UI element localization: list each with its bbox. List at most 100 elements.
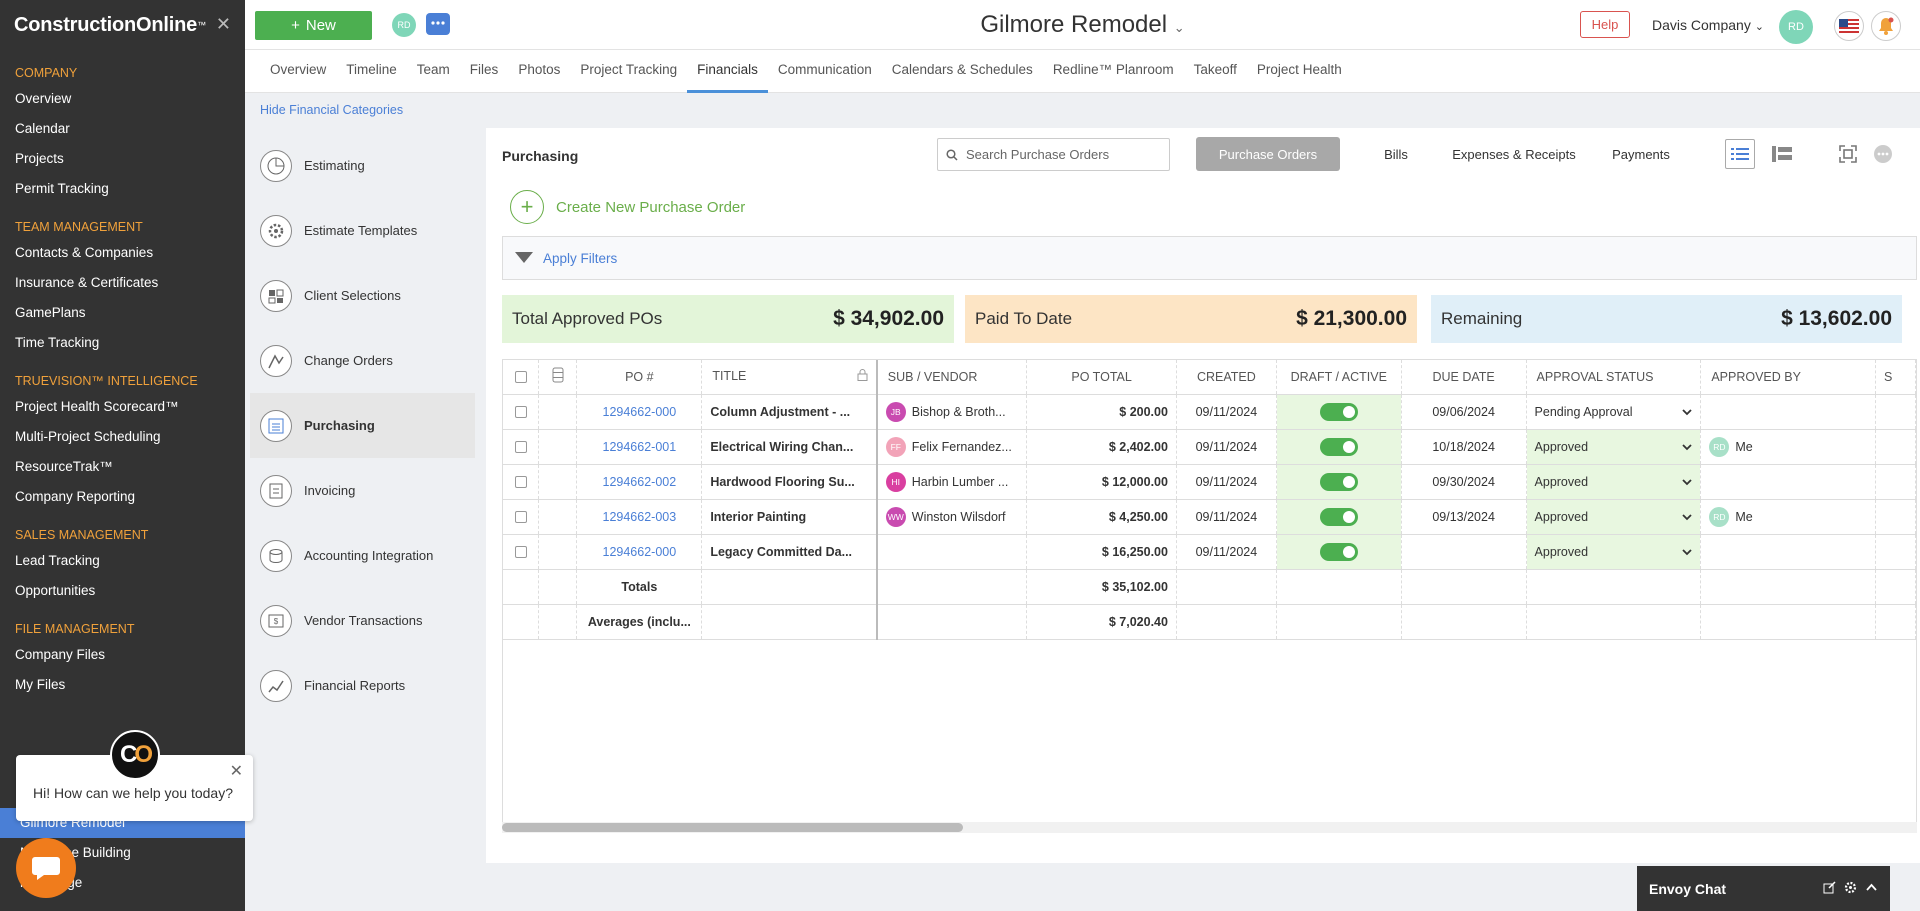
us-flag-icon[interactable] (1834, 11, 1864, 41)
due-date[interactable]: 09/06/2024 (1401, 394, 1527, 430)
vendor-cell[interactable]: WW Winston Wilsdorf (876, 499, 1028, 535)
more-options-icon[interactable] (1871, 137, 1895, 171)
tab-financials[interactable]: Financials (687, 50, 768, 93)
sidebar-item-company-reporting[interactable]: Company Reporting (15, 489, 136, 504)
sidebar-item-gameplans[interactable]: GamePlans (15, 305, 86, 320)
active-toggle[interactable] (1319, 472, 1358, 491)
envoy-chat-bar[interactable]: Envoy Chat (1637, 866, 1890, 911)
category-purchasing[interactable]: Purchasing (250, 393, 475, 458)
tab-project-tracking[interactable]: Project Tracking (580, 62, 678, 77)
card-view-icon[interactable] (1769, 137, 1795, 171)
table-row[interactable]: 1294662-002 Hardwood Flooring Su... HI Harb… (503, 464, 1916, 500)
po-number-link[interactable]: 1294662-000 (576, 534, 703, 570)
company-selector[interactable]: Davis Company ⌄ (1652, 17, 1764, 33)
chevron-up-icon[interactable] (1865, 881, 1878, 897)
brand-logo[interactable]: ConstructionOnline ™ (14, 13, 206, 36)
sidebar-item-company-files[interactable]: Company Files (15, 647, 106, 662)
sidebar-item-time-tracking[interactable]: Time Tracking (15, 335, 100, 350)
purchase-orders-view-button[interactable]: Purchase Orders (1196, 137, 1340, 171)
approval-status-dropdown[interactable]: Approved (1526, 534, 1702, 570)
close-chat-icon[interactable]: ✕ (229, 763, 243, 780)
due-date[interactable] (1401, 534, 1527, 570)
category-estimating[interactable]: Estimating (250, 133, 475, 198)
chevron-down-icon[interactable]: ⌄ (1173, 20, 1185, 35)
tab-takeoff[interactable]: Takeoff (1193, 62, 1237, 77)
po-number-link[interactable]: 1294662-002 (576, 464, 703, 500)
approval-status-dropdown[interactable]: Pending Approval (1526, 394, 1702, 430)
tab-timeline[interactable]: Timeline (346, 62, 397, 77)
category-change-orders[interactable]: Change Orders (250, 328, 475, 393)
po-title[interactable]: Electrical Wiring Chan... (701, 429, 878, 465)
col-po-number[interactable]: PO # (576, 360, 703, 395)
col-po-total[interactable]: PO TOTAL (1026, 360, 1177, 395)
chat-message[interactable]: Hi! How can we help you today? (33, 785, 233, 801)
project-title[interactable]: Gilmore Remodel (980, 11, 1168, 38)
category-estimate-templates[interactable]: Estimate Templates (250, 198, 475, 263)
active-toggle[interactable] (1319, 437, 1358, 456)
column-settings-icon[interactable] (538, 360, 578, 395)
sidebar-item-calendar[interactable]: Calendar (15, 121, 70, 136)
select-all-checkbox[interactable] (503, 360, 540, 395)
bills-view-button[interactable]: Bills (1384, 146, 1408, 162)
horizontal-scrollbar[interactable] (502, 822, 1917, 833)
sidebar-item-multi-project-scheduling[interactable]: Multi-Project Scheduling (15, 429, 161, 444)
col-title[interactable]: TITLE (701, 360, 878, 395)
po-number-link[interactable]: 1294662-001 (576, 429, 703, 465)
table-row[interactable]: 1294662-001 Electrical Wiring Chan... FF Fe… (503, 429, 1916, 465)
po-title[interactable]: Interior Painting (701, 499, 878, 535)
tab-project-health[interactable]: Project Health (1256, 62, 1342, 77)
avatar[interactable]: RD (392, 13, 416, 37)
due-date[interactable]: 09/30/2024 (1401, 464, 1527, 500)
approval-status-dropdown[interactable]: Approved (1526, 429, 1702, 465)
table-row[interactable]: 1294662-000 Column Adjustment - ... JB Bish… (503, 394, 1916, 430)
category-financial-reports[interactable]: Financial Reports (250, 653, 475, 718)
category-vendor-transactions[interactable]: $ Vendor Transactions (250, 588, 475, 653)
approval-status-dropdown[interactable]: Approved (1526, 499, 1702, 535)
close-sidebar-icon[interactable]: ✕ (215, 14, 231, 34)
search-box[interactable] (937, 138, 1170, 171)
due-date[interactable]: 09/13/2024 (1401, 499, 1527, 535)
category-client-selections[interactable]: Client Selections (250, 263, 475, 328)
po-number-link[interactable]: 1294662-000 (576, 394, 703, 430)
active-toggle[interactable] (1319, 507, 1358, 526)
sidebar-item-project-health-scorecard[interactable]: Project Health Scorecard™ (15, 399, 179, 414)
col-due-date[interactable]: DUE DATE (1401, 360, 1527, 395)
row-checkbox[interactable] (503, 429, 540, 465)
po-title[interactable]: Column Adjustment - ... (701, 394, 878, 430)
tab-overview[interactable]: Overview (270, 62, 327, 77)
table-row[interactable]: 1294662-003 Interior Painting WW Winston Wi… (503, 499, 1916, 535)
category-accounting-integration[interactable]: Accounting Integration (250, 523, 475, 588)
tab-communication[interactable]: Communication (777, 62, 872, 77)
po-number-link[interactable]: 1294662-003 (576, 499, 703, 535)
vendor-cell[interactable]: JB Bishop & Broth... (876, 394, 1028, 430)
expand-icon[interactable] (1836, 137, 1860, 171)
vendor-cell[interactable]: FF Felix Fernandez... (876, 429, 1028, 465)
po-title[interactable]: Hardwood Flooring Su... (701, 464, 878, 500)
tab-photos[interactable]: Photos (518, 62, 561, 77)
sidebar-item-lead-tracking[interactable]: Lead Tracking (15, 553, 100, 568)
col-draft-active[interactable]: DRAFT / ACTIVE (1276, 360, 1402, 395)
tab-calendars-schedules[interactable]: Calendars & Schedules (891, 62, 1033, 77)
tab-redline-planroom[interactable]: Redline™ Planroom (1052, 62, 1174, 77)
col-s[interactable]: S (1875, 360, 1916, 395)
compose-icon[interactable] (1823, 880, 1836, 897)
due-date[interactable]: 10/18/2024 (1401, 429, 1527, 465)
sidebar-item-permit-tracking[interactable]: Permit Tracking (15, 181, 109, 196)
messages-icon[interactable] (426, 13, 450, 35)
gear-icon[interactable] (1844, 881, 1857, 897)
scrollbar-thumb[interactable] (502, 823, 963, 832)
sidebar-item-opportunities[interactable]: Opportunities (15, 583, 96, 598)
row-checkbox[interactable] (503, 464, 540, 500)
col-sub-vendor[interactable]: SUB / VENDOR (876, 360, 1028, 395)
create-purchase-order-button[interactable]: + Create New Purchase Order (510, 190, 745, 224)
row-checkbox[interactable] (503, 499, 540, 535)
category-invoicing[interactable]: Invoicing (250, 458, 475, 523)
row-checkbox[interactable] (503, 534, 540, 570)
sidebar-item-my-files[interactable]: My Files (15, 677, 66, 692)
tab-files[interactable]: Files (469, 62, 499, 77)
apply-filters-bar[interactable]: Apply Filters (502, 236, 1917, 280)
vendor-cell[interactable] (876, 534, 1028, 570)
payments-view-button[interactable]: Payments (1612, 146, 1670, 162)
col-created[interactable]: CREATED (1176, 360, 1277, 395)
sidebar-item-insurance-certificates[interactable]: Insurance & Certificates (15, 275, 159, 290)
